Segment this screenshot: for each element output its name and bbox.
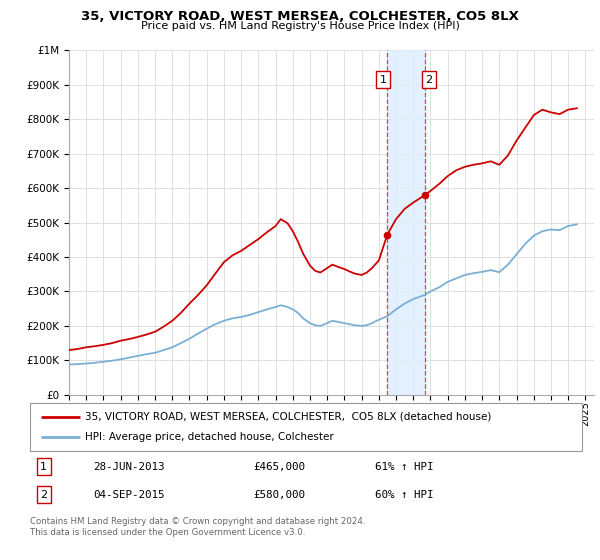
Text: HPI: Average price, detached house, Colchester: HPI: Average price, detached house, Colc… <box>85 432 334 442</box>
Text: Contains HM Land Registry data © Crown copyright and database right 2024.: Contains HM Land Registry data © Crown c… <box>30 517 365 526</box>
Text: 1: 1 <box>40 461 47 472</box>
Text: £465,000: £465,000 <box>254 461 305 472</box>
FancyBboxPatch shape <box>30 403 582 451</box>
Text: 35, VICTORY ROAD, WEST MERSEA, COLCHESTER,  CO5 8LX (detached house): 35, VICTORY ROAD, WEST MERSEA, COLCHESTE… <box>85 412 491 422</box>
Text: Price paid vs. HM Land Registry's House Price Index (HPI): Price paid vs. HM Land Registry's House … <box>140 21 460 31</box>
Text: 61% ↑ HPI: 61% ↑ HPI <box>375 461 433 472</box>
Text: 04-SEP-2015: 04-SEP-2015 <box>94 490 165 500</box>
Text: 1: 1 <box>379 74 386 85</box>
Bar <box>387 50 425 395</box>
Text: £580,000: £580,000 <box>254 490 305 500</box>
Text: This data is licensed under the Open Government Licence v3.0.: This data is licensed under the Open Gov… <box>30 528 305 536</box>
Text: 28-JUN-2013: 28-JUN-2013 <box>94 461 165 472</box>
Text: 2: 2 <box>40 490 47 500</box>
Text: 60% ↑ HPI: 60% ↑ HPI <box>375 490 433 500</box>
Text: 35, VICTORY ROAD, WEST MERSEA, COLCHESTER, CO5 8LX: 35, VICTORY ROAD, WEST MERSEA, COLCHESTE… <box>81 10 519 23</box>
Text: 2: 2 <box>425 74 433 85</box>
